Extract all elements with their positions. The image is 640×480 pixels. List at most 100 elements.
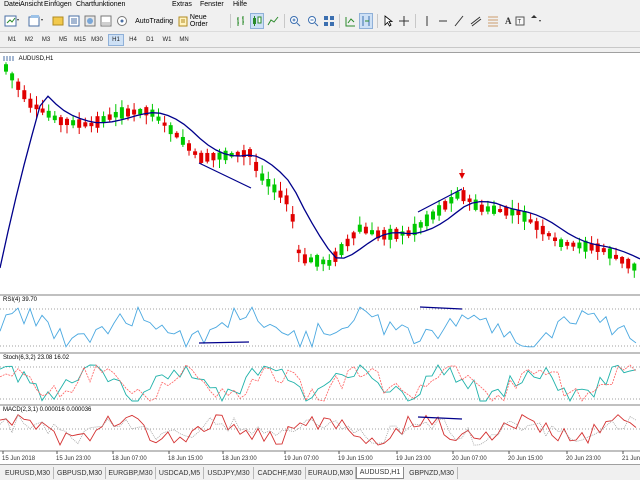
profiles-button[interactable] [27,13,45,29]
tab-eurusd-m30[interactable]: EURUSD,M30 [2,467,54,479]
cursor-button[interactable] [381,13,395,29]
chart-shift-button[interactable] [359,13,373,29]
menu-tools[interactable]: Extras [172,1,192,8]
line-chart-button[interactable] [266,13,280,29]
trendline-button[interactable] [453,13,465,29]
tab-gbpusd-m30[interactable]: GBPUSD,M30 [54,467,106,479]
candle-body [162,122,167,126]
chart-window[interactable]: 15 Jun 2018 15 Jun 23:00 18 Jun 07:00 18 Ju… [0,52,640,464]
equidistant-channel-button[interactable] [469,13,483,29]
new-chart-button[interactable] [3,13,21,29]
new-order-icon [178,16,188,27]
tile-windows-icon [324,16,334,26]
tab-cadchf-m30[interactable]: CADCHF,M30 [254,467,306,479]
arrows-icon [531,15,541,22]
tester-button[interactable] [115,13,129,29]
macd-divergence-trendline[interactable] [417,416,463,420]
tab-euraud-m30[interactable]: EURAUD,M30 [306,467,356,479]
time-axis-label: 15 Jun 23:00 [56,456,91,462]
zoom-in-button[interactable] [288,13,302,29]
candle-body [589,243,594,251]
vertical-line-button[interactable] [421,13,433,29]
autotrading-button[interactable]: AutoTrading [133,13,173,29]
candle-body [510,208,515,216]
tab-eurgbp-m30[interactable]: EURGBP,M30 [106,467,156,479]
divergence-trendline[interactable] [198,162,252,189]
new-order-button[interactable]: Neue Order [178,13,226,29]
timeframe-h4[interactable]: H4 [129,37,137,43]
text-label-button[interactable]: T [515,13,525,29]
menu-window[interactable]: Fenster [200,1,224,8]
tester-icon [117,16,127,26]
candle-body [321,259,326,265]
candle-body [534,221,539,230]
candle-body [266,179,271,187]
timeframe-mn[interactable]: MN [179,37,189,43]
candle-body [363,226,368,234]
candle-body [571,242,576,247]
tile-windows-button[interactable] [322,13,336,29]
arrows-button[interactable] [527,13,543,29]
menu-view[interactable]: Ansicht [20,1,43,8]
timeframe-m30[interactable]: M30 [91,37,103,43]
tab-usdjpy-m30[interactable]: USDJPY,M30 [204,467,254,479]
candle-body [620,256,625,264]
market-watch-button[interactable] [51,13,65,29]
timeframe-m15[interactable]: M15 [74,37,86,43]
timeframe-w1[interactable]: W1 [162,37,172,43]
candle-body [370,230,374,235]
timeframe-d1[interactable]: D1 [146,37,154,43]
candle-body [327,260,332,266]
candle-body [101,116,106,124]
candlestick-button[interactable] [250,13,264,29]
terminal-button[interactable] [99,13,113,29]
timeframe-m2[interactable]: M2 [24,37,34,43]
tab-audusd-h1[interactable]: AUDUSD,H1 [356,467,404,479]
timeframe-m5[interactable]: M5 [58,37,68,43]
candle-body [260,173,265,181]
svg-text:T: T [518,20,522,26]
candle-body [418,222,423,228]
crosshair-button[interactable] [397,13,411,29]
candle-body [449,197,454,204]
menu-file[interactable]: Datei [4,1,21,8]
navigator-button[interactable] [83,13,97,29]
timeframe-m1[interactable]: M1 [7,37,17,43]
time-axis-label: 20 Jun 15:00 [508,456,543,462]
horizontal-line-icon [439,20,447,22]
zoom-out-button[interactable] [306,13,320,29]
horizontal-line-button[interactable] [437,13,449,29]
time-axis-label: 18 Jun 07:00 [112,456,147,462]
candle-body [113,111,118,118]
text-tool-button[interactable]: A [503,13,513,29]
menu-chart[interactable]: Chartfunktionen [76,1,126,8]
timeframe-h1[interactable]: H1 [108,34,124,46]
fibonacci-button[interactable] [486,13,500,29]
rsi-divergence-trendline[interactable] [198,341,250,344]
svg-text:A: A [505,16,512,26]
candle-body [187,143,191,151]
candle-body [583,240,588,252]
rsi-divergence-trendline[interactable] [419,306,463,310]
moving-average-line [0,95,640,269]
zoom-out-icon [308,16,319,27]
trendline-icon [454,15,464,27]
rsi-line [0,305,637,349]
folder-icon [52,16,64,26]
chart-symbol-label: AUDUSD,H1 [3,55,53,62]
menu-help[interactable]: Hilfe [233,1,248,8]
candle-body [119,107,124,119]
terminal-icon [100,15,112,27]
auto-scroll-button[interactable] [343,13,357,29]
tab-gbpnzd-m30[interactable]: GBPNZD,M30 [406,467,458,479]
time-axis-label: 19 Jun 15:00 [338,456,373,462]
timeframe-m3[interactable]: M3 [41,37,51,43]
divergence-trendline[interactable] [417,188,463,213]
tab-usdcad-m5[interactable]: USDCAD,M5 [156,467,204,479]
toolbar-separator [339,14,340,28]
menu-insert[interactable]: Einfügen [44,1,72,8]
candle-body [174,132,179,138]
bar-chart-button[interactable] [234,13,248,29]
data-window-button[interactable] [67,13,81,29]
chart-canvas[interactable]: 15 Jun 2018 15 Jun 23:00 18 Jun 07:00 18 Ju… [0,53,640,465]
